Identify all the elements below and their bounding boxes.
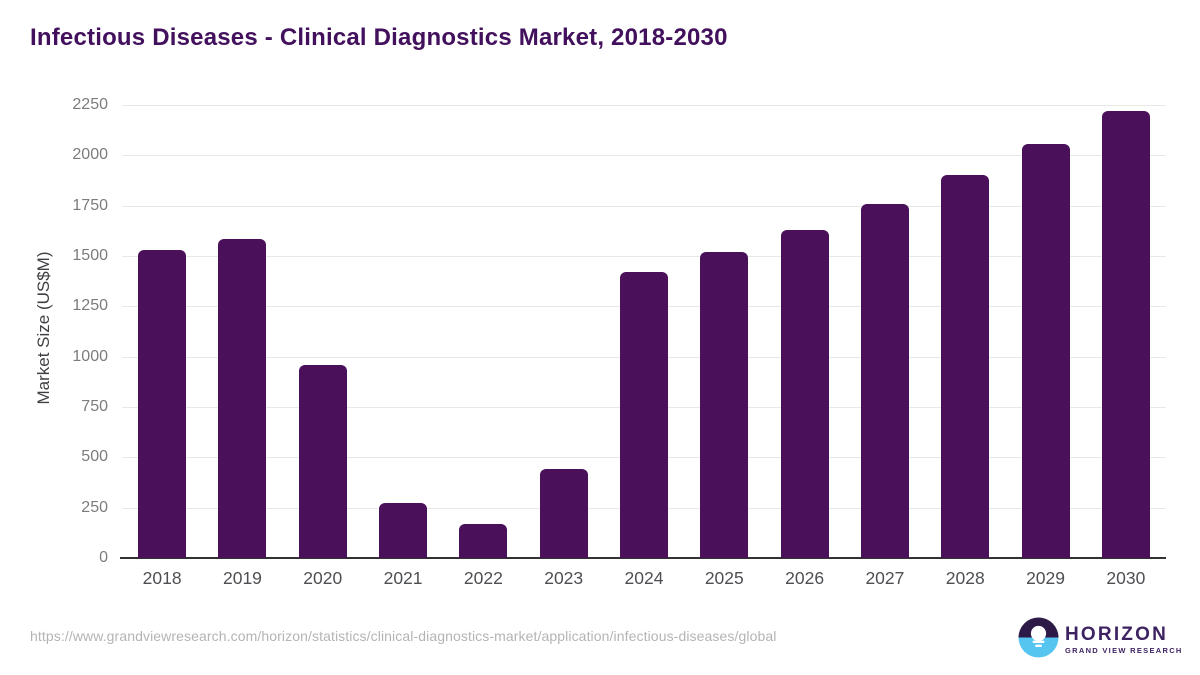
horizon-logo[interactable]: HORIZON GRAND VIEW RESEARCH — [1018, 617, 1183, 663]
x-tick-label-2023: 2023 — [544, 568, 584, 588]
x-tick-label-2022: 2022 — [463, 568, 503, 588]
bar-2018[interactable] — [138, 249, 187, 558]
y-tick-label-0: 0 — [99, 549, 108, 566]
x-tick-label-2018: 2018 — [142, 568, 182, 588]
x-tick-label-2027: 2027 — [865, 568, 905, 588]
bar-2020[interactable] — [298, 364, 347, 558]
bar-2025[interactable] — [700, 251, 749, 558]
x-tick-label-2029: 2029 — [1026, 568, 1065, 588]
gridline-1750 — [122, 205, 1166, 207]
bar-2021[interactable] — [379, 502, 428, 558]
bar-2026[interactable] — [780, 229, 829, 558]
x-tick-label-2021: 2021 — [383, 568, 423, 588]
bar-2027[interactable] — [860, 203, 909, 558]
y-tick-label-1750: 1750 — [72, 196, 108, 214]
x-tick-label-2030: 2030 — [1106, 568, 1146, 588]
bar-2029[interactable] — [1021, 144, 1070, 558]
bar-2028[interactable] — [941, 175, 990, 558]
gridline-2250 — [122, 105, 1166, 106]
y-axis-tick-labels: 0 250 500 750 1000 1250 1500 1750 2000 2250 — [0, 96, 108, 566]
x-tick-label-2028: 2028 — [945, 568, 985, 588]
y-tick-label-2250: 2250 — [72, 96, 108, 113]
bar-2024[interactable] — [620, 272, 668, 558]
x-tick-label-2020: 2020 — [303, 568, 343, 588]
logo-subtitle: GRAND VIEW RESEARCH — [1065, 646, 1183, 655]
plot-area — [120, 105, 1166, 559]
bar-2019[interactable] — [218, 238, 267, 558]
logo-name: HORIZON — [1065, 624, 1169, 645]
x-axis-tick-labels: 2018 2019 2020 2021 2022 2023 2024 2025 2026 2027… — [122, 568, 1166, 594]
y-tick-label-250: 250 — [81, 498, 108, 516]
bar-2023[interactable] — [539, 469, 588, 558]
x-tick-label-2019: 2019 — [222, 568, 262, 588]
bar-2022[interactable] — [459, 523, 508, 558]
y-tick-label-750: 750 — [81, 398, 108, 415]
y-tick-label-1500: 1500 — [72, 247, 108, 264]
gridline-1500 — [122, 256, 1166, 257]
y-tick-label-500: 500 — [81, 448, 108, 466]
x-tick-label-2026: 2026 — [785, 568, 825, 588]
y-tick-label-1000: 1000 — [72, 347, 108, 365]
x-tick-label-2024: 2024 — [624, 568, 664, 588]
x-tick-label-2025: 2025 — [704, 568, 744, 588]
chart-title: Infectious Diseases - Clinical Diagnosti… — [30, 24, 728, 51]
logo-text-block: HORIZON GRAND VIEW RESEARCH — [1065, 624, 1183, 656]
bar-2030[interactable] — [1101, 111, 1150, 558]
horizon-logo-icon — [1018, 617, 1059, 663]
y-tick-label-1250: 1250 — [72, 297, 108, 315]
y-tick-label-2000: 2000 — [72, 146, 108, 164]
gridline-2000 — [122, 155, 1166, 157]
x-axis-line — [120, 557, 1166, 559]
source-url: https://www.grandviewresearch.com/horizo… — [30, 628, 777, 644]
